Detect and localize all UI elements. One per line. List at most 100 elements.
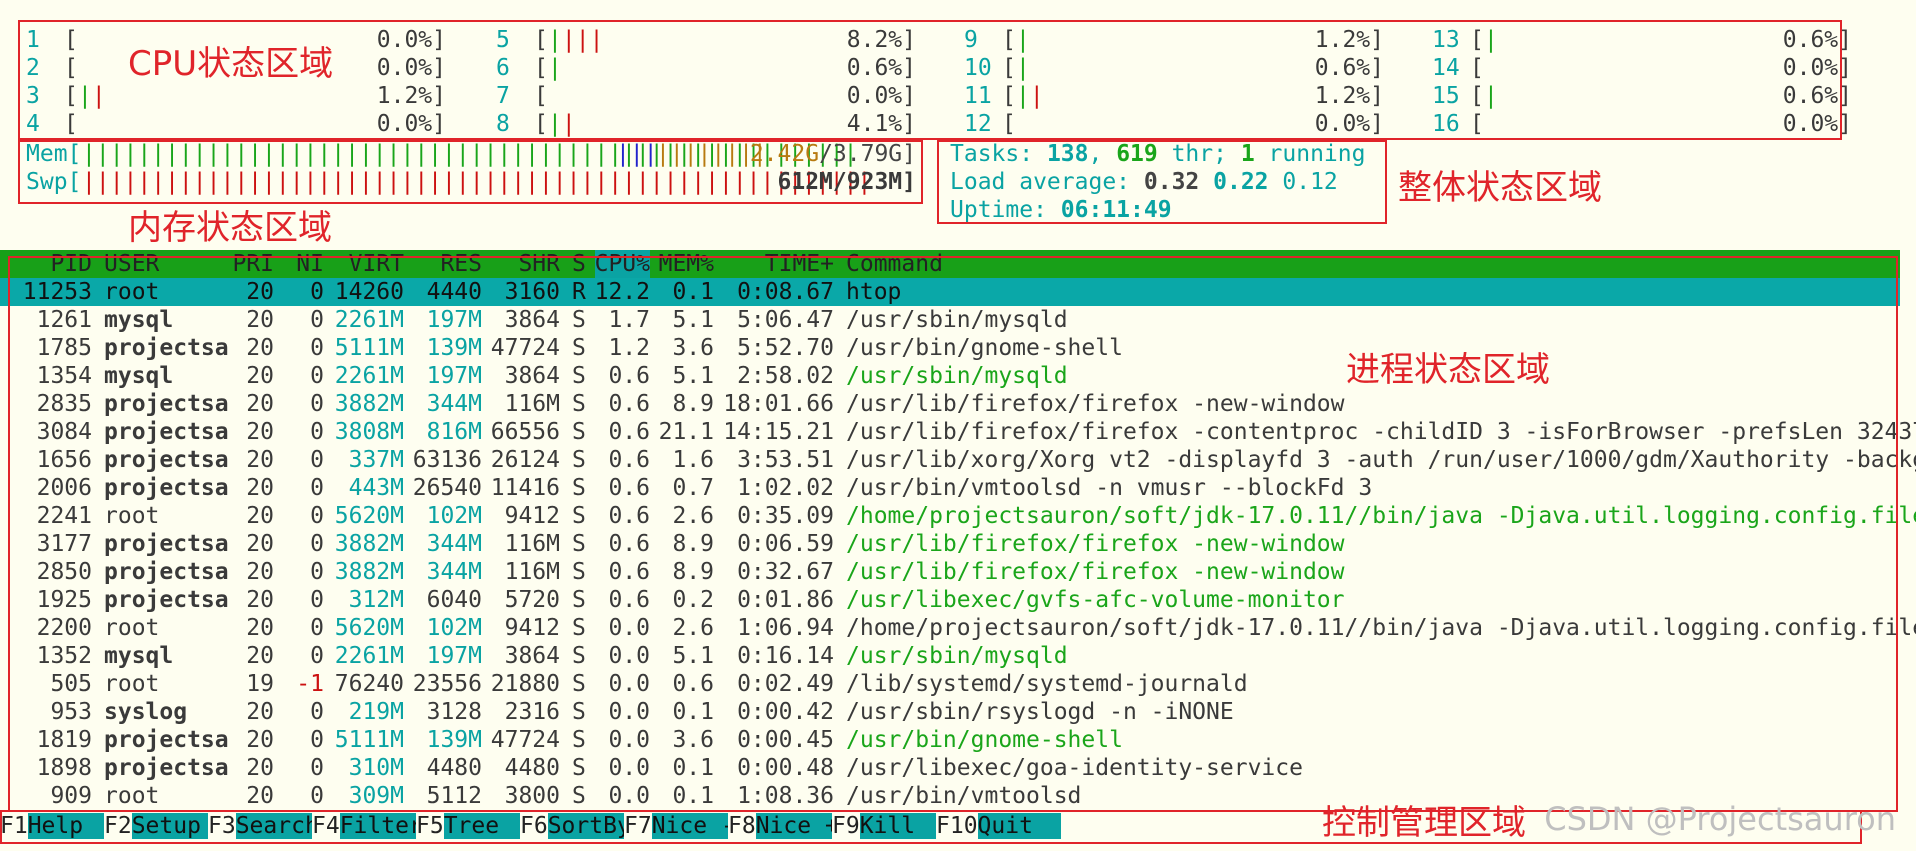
process-shr: 2316 — [504, 699, 560, 725]
process-cpu: 0.6 — [608, 503, 650, 529]
process-res: 5112 — [426, 783, 482, 809]
process-row[interactable]: 909 root 20 0 309M 5112 3800 S 0.0 0.1 1:08.36/usr… — [0, 782, 1900, 810]
fkey-number: F5 — [416, 813, 444, 839]
cpu-bar: || — [1016, 83, 1044, 109]
fkey-kill-button[interactable]: F9Kill — [832, 812, 943, 840]
mem-bar-used: ||||||||||||||||||||||||||||||||||||||||… — [82, 141, 858, 167]
process-row[interactable]: 2200 root 20 0 5620M 102M 9412 S 0.0 2.6 1:06.94/h… — [0, 614, 1916, 642]
fkey-setup-button[interactable]: F2Setup — [104, 812, 215, 840]
process-s: S — [572, 335, 586, 361]
fkey-label: Search — [235, 813, 319, 839]
process-row[interactable]: 3177 projectsa 20 0 3882M 344M 116M S 0.6 8.9 0:06… — [0, 530, 1900, 558]
process-user: root — [104, 671, 160, 697]
process-row[interactable]: 953 syslog 20 0 219M 3128 2316 S 0.0 0.1 0:00.42/u… — [0, 698, 1900, 726]
process-cpu: 0.6 — [608, 587, 650, 613]
cpu-meter: 5 [|||| 8.2%] — [496, 26, 916, 54]
process-virt: 5111M — [334, 727, 404, 753]
column-header-virt[interactable]: VIRT — [348, 251, 404, 277]
process-shr: 4480 — [504, 755, 560, 781]
process-ni: -1 — [296, 671, 324, 697]
process-user: mysql — [104, 643, 174, 669]
process-row[interactable]: 1354 mysql 20 0 2261M 197M 3864 S 0.6 5.1 2:58.02 /… — [0, 362, 1900, 390]
cpu-meter: 15[| 0.6%] — [1432, 82, 1852, 110]
process-cpu: 0.6 — [608, 363, 650, 389]
process-s: S — [572, 671, 586, 697]
column-header-user[interactable]: USER — [104, 251, 160, 277]
process-res: 344M — [426, 531, 482, 557]
fkey-filter-button[interactable]: F4Filter — [312, 812, 423, 840]
cpu-region-box — [18, 20, 1842, 140]
column-header-time[interactable]: TIME+ — [764, 251, 834, 277]
process-pri: 20 — [246, 391, 274, 417]
process-virt: 2261M — [334, 363, 404, 389]
uptime-value: 06:11:49 — [1060, 197, 1172, 223]
cpu-id: 7 — [496, 83, 510, 109]
mem-label: Mem[ — [26, 141, 82, 167]
cpu-id: 16 — [1432, 111, 1460, 137]
process-row[interactable]: 1819 projectsa 20 0 5111M 139M 47724 S 0.0 3.6 0:0… — [0, 726, 1900, 754]
process-row[interactable]: 2850 projectsa 20 0 3882M 344M 116M S 0.6 8.9 0:32… — [0, 558, 1900, 586]
process-time: 1:06.94 — [737, 615, 834, 641]
process-ni: 0 — [310, 615, 324, 641]
process-s: S — [572, 503, 586, 529]
cpu-bar-open: [ — [1002, 111, 1016, 137]
column-header-command[interactable]: Command — [846, 251, 943, 277]
process-virt: 5111M — [334, 335, 404, 361]
column-header-pri[interactable]: PRI — [232, 251, 274, 277]
fkey-nice-button[interactable]: F8Nice + — [728, 812, 839, 840]
fkey-nice-button[interactable]: F7Nice - — [624, 812, 735, 840]
process-res: 197M — [426, 307, 482, 333]
process-user: mysql — [104, 307, 174, 333]
process-time: 2:58.02 — [737, 363, 834, 389]
process-time: 3:53.51 — [737, 447, 834, 473]
uptime-label: Uptime: — [950, 197, 1061, 223]
fkey-number: F3 — [208, 813, 236, 839]
process-row[interactable]: 3084 projectsa 20 0 3808M 816M 66556 S 0.6 21.1 14… — [0, 418, 1916, 446]
column-header-pid[interactable]: PID — [50, 251, 92, 277]
process-row[interactable]: 1352 mysql 20 0 2261M 197M 3864 S 0.0 5.1 0:16.14 /… — [0, 642, 1900, 670]
cpu-value: 4.1%] — [846, 111, 916, 137]
process-ni: 0 — [310, 643, 324, 669]
process-row[interactable]: 2006 projectsa 20 0 443M 26540 11416 S 0.6 0.7 1:0… — [0, 474, 1900, 502]
process-row[interactable]: 505 root 19 -1 76240 23556 21880 S 0.0 0.6 0:02.49… — [0, 670, 1900, 698]
process-row[interactable]: 1785 projectsa 20 0 5111M 139M 47724 S 1.2 3.6 5:5… — [0, 334, 1900, 362]
cpu-value: 1.2%] — [1314, 27, 1384, 53]
process-pri: 20 — [246, 503, 274, 529]
process-cpu: 0.6 — [608, 475, 650, 501]
fkey-tree-button[interactable]: F5Tree — [416, 812, 527, 840]
column-header-shr[interactable]: SHR — [518, 251, 560, 277]
process-row[interactable]: 1898 projectsa 20 0 310M 4480 4480 S 0.0 0.1 0:00.… — [0, 754, 1900, 782]
cpu-value: 8.2%] — [846, 27, 916, 53]
cpu-id: 3 — [26, 83, 40, 109]
process-row[interactable]: 1261 mysql 20 0 2261M 197M 3864 S 1.7 5.1 5:06.47 /… — [0, 306, 1900, 334]
process-res: 3128 — [426, 699, 482, 725]
process-mem: 8.9 — [672, 391, 714, 417]
column-header-res[interactable]: RES — [440, 251, 482, 277]
process-row[interactable]: 1656 projectsa 20 0 337M 63136 26124 S 0.6 1.6 3:5… — [0, 446, 1916, 474]
process-pri: 19 — [246, 671, 274, 697]
process-row[interactable]: 2241 root 20 0 5620M 102M 9412 S 0.6 2.6 0:35.09/h… — [0, 502, 1916, 530]
process-row[interactable]: 11253 root 20 0 14260 4440 3160 R 12.2 0.1 0:08.67… — [0, 278, 1900, 306]
process-pri: 20 — [246, 363, 274, 389]
column-header-ni[interactable]: NI — [296, 251, 324, 277]
process-ni: 0 — [310, 363, 324, 389]
process-s: S — [572, 755, 586, 781]
fkey-search-button[interactable]: F3Search — [208, 812, 319, 840]
cpu-meter: 8 [|| 4.1%] — [496, 110, 916, 138]
column-header-mem[interactable]: MEM% — [658, 251, 714, 277]
process-time: 14:15.21 — [723, 419, 834, 445]
process-s: S — [572, 447, 586, 473]
process-ni: 0 — [310, 335, 324, 361]
fkey-quit-button[interactable]: F10Quit — [936, 812, 1061, 840]
process-mem: 3.6 — [672, 727, 714, 753]
fkey-number: F6 — [520, 813, 548, 839]
process-res: 23556 — [412, 671, 482, 697]
process-row[interactable]: 2835 projectsa 20 0 3882M 344M 116M S 0.6 8.9 18:0… — [0, 390, 1900, 418]
process-row[interactable]: 1925 projectsa 20 0 312M 6040 5720 S 0.6 0.2 0:01.… — [0, 586, 1900, 614]
fkey-sortby-button[interactable]: F6SortBy — [520, 812, 631, 840]
fkey-help-button[interactable]: F1Help — [0, 812, 111, 840]
process-s: S — [572, 643, 586, 669]
load-15: 0.12 — [1282, 169, 1338, 195]
process-pid: 3177 — [36, 531, 92, 557]
column-header-cpu[interactable]: CPU% — [594, 250, 650, 278]
